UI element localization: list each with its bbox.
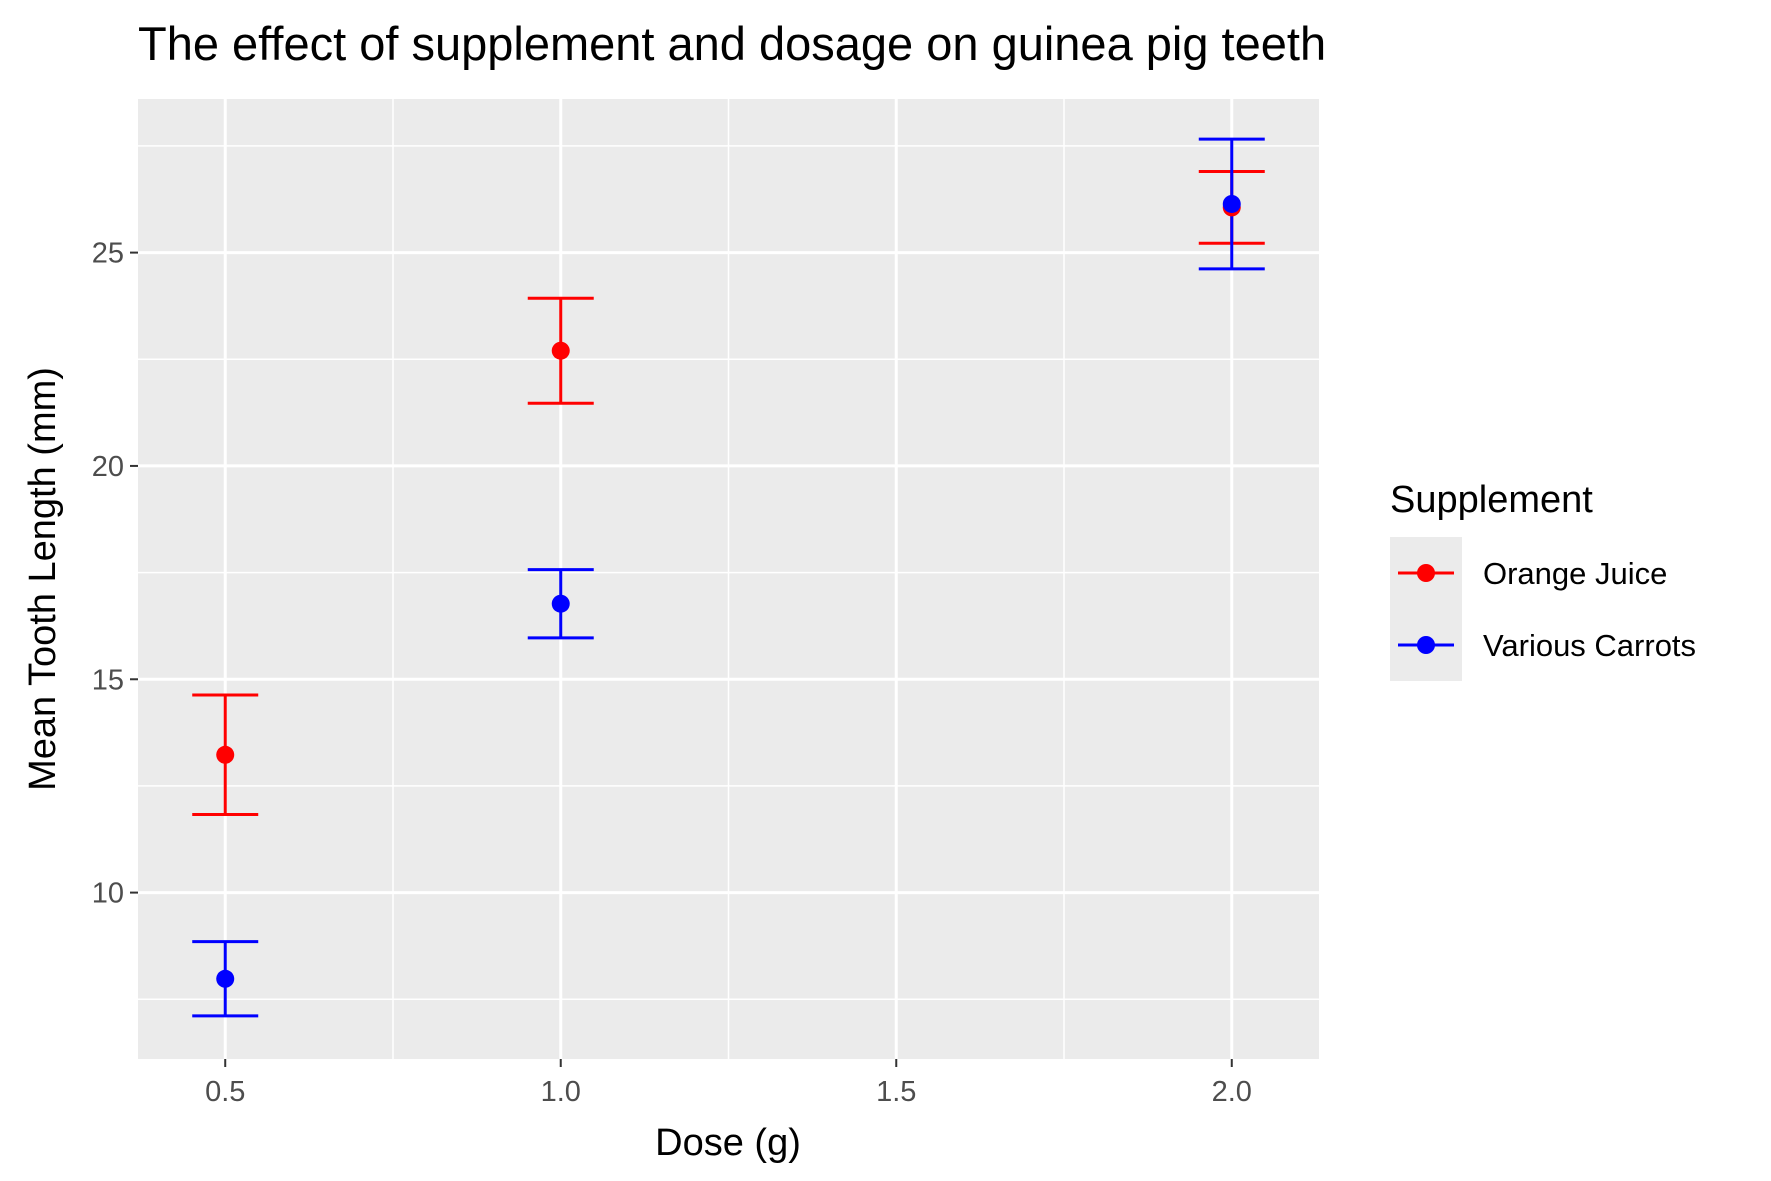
x-tick-label: 0.5 bbox=[205, 1076, 245, 1108]
y-tick-label: 25 bbox=[92, 238, 124, 270]
data-point bbox=[1222, 194, 1241, 213]
data-point bbox=[216, 745, 235, 764]
legend-key-point bbox=[1417, 564, 1435, 582]
y-axis-title: Mean Tooth Length (mm) bbox=[22, 367, 64, 791]
x-tick-label: 1.0 bbox=[541, 1076, 581, 1108]
legend-item: Various Carrots bbox=[1398, 628, 1696, 663]
error-bars bbox=[192, 137, 1265, 1018]
legend-key-point bbox=[1417, 636, 1435, 654]
legend-key-background bbox=[1390, 537, 1462, 681]
legend-item: Orange Juice bbox=[1398, 556, 1667, 591]
x-axis-title: Dose (g) bbox=[655, 1122, 801, 1164]
chart-title: The effect of supplement and dosage on g… bbox=[138, 17, 1326, 70]
x-axis-ticks: 0.5 1.0 1.5 2.0 bbox=[205, 1059, 1252, 1108]
grid-minor bbox=[138, 99, 1319, 1059]
legend-label: Orange Juice bbox=[1483, 556, 1667, 591]
x-tick-label: 1.5 bbox=[876, 1076, 916, 1108]
data-point bbox=[216, 969, 235, 988]
data-point bbox=[551, 341, 570, 360]
y-tick-label: 15 bbox=[92, 664, 124, 696]
legend-label: Various Carrots bbox=[1483, 628, 1696, 663]
y-axis-ticks: 10 15 20 25 bbox=[92, 238, 138, 910]
data-point bbox=[551, 594, 570, 613]
y-tick-label: 20 bbox=[92, 451, 124, 483]
data-points bbox=[216, 194, 1241, 988]
y-tick-label: 10 bbox=[92, 878, 124, 910]
x-tick-label: 2.0 bbox=[1212, 1076, 1252, 1108]
legend-title: Supplement bbox=[1390, 479, 1593, 521]
legend-items: Orange Juice Various Carrots bbox=[1390, 537, 1696, 681]
legend: Supplement Orange Juice Various Carrots bbox=[1390, 479, 1696, 681]
